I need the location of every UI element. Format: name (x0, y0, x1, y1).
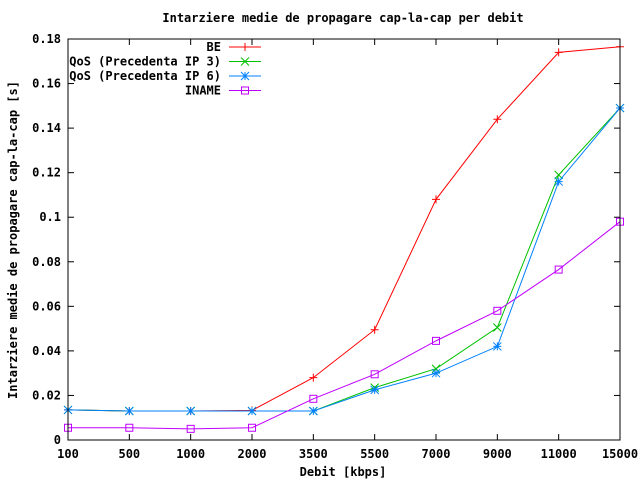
chart-title: Intarziere medie de propagare cap-la-cap… (162, 11, 523, 25)
legend-label: QoS (Precedenta IP 3) (69, 55, 221, 69)
data-point-cross-marker (240, 57, 250, 66)
axis-ticks: 0 0.02 0.04 0.06 0.08 0.1 0.12 0.14 0.16 0.18 100 5… (32, 32, 638, 461)
y-tick-label: 0.06 (32, 299, 61, 313)
legend-label: QoS (Precedenta IP 6) (69, 69, 221, 83)
y-tick-label: 0.02 (32, 388, 61, 402)
data-point-square-marker (493, 306, 502, 315)
data-point-square-marker (241, 86, 249, 95)
x-tick-label: 7000 (422, 447, 451, 461)
y-tick-label: 0.16 (32, 77, 61, 91)
y-tick-label: 0 (54, 433, 61, 447)
data-point-square-marker (370, 370, 379, 379)
data-point-cross-marker (492, 323, 502, 332)
data-point-plus-marker (432, 195, 440, 204)
data-point-square-marker (248, 423, 256, 432)
y-tick-label: 0.08 (32, 255, 61, 269)
series-line (67, 107, 621, 412)
plot-frame (67, 38, 621, 441)
x-tick-label: 3500 (299, 447, 328, 461)
series-line (68, 221, 621, 430)
data-point-star-marker (124, 406, 134, 416)
data-point-square-marker (125, 423, 134, 432)
data-point-star-marker (431, 368, 441, 378)
data-point-square-marker (186, 424, 195, 433)
data-point-cross-marker (431, 364, 441, 374)
x-tick-label: 15000 (602, 447, 638, 461)
data-point-square-marker (432, 336, 440, 345)
x-tick-label: 100 (57, 447, 79, 461)
data-point-star-marker (370, 385, 380, 395)
y-tick-label: 0.12 (32, 166, 61, 180)
y-tick-label: 0.1 (39, 210, 61, 224)
data-point-square-marker (309, 394, 318, 403)
y-tick-label: 0.18 (32, 32, 61, 46)
data-point-star-marker (240, 71, 250, 81)
x-axis-label: Debit [kbps] (300, 465, 387, 479)
x-tick-label: 9000 (483, 447, 512, 461)
data-point-star-marker (247, 406, 257, 416)
data-point-star-marker (186, 406, 196, 416)
series-iname (64, 217, 624, 433)
data-point-plus-marker (554, 48, 563, 57)
y-tick-label: 0.14 (32, 121, 61, 135)
y-tick-label: 0.04 (32, 344, 61, 358)
data-point-star-marker (308, 406, 318, 416)
x-tick-label: 1000 (176, 447, 205, 461)
data-point-plus-marker (309, 373, 318, 382)
x-tick-label: 5500 (360, 447, 389, 461)
data-point-star-marker (554, 177, 564, 186)
data-point-plus-marker (370, 325, 379, 334)
data-point-plus-marker (493, 115, 502, 124)
legend-label: INAME (185, 84, 221, 98)
x-tick-label: 2000 (238, 447, 267, 461)
data-point-plus-marker (241, 43, 249, 51)
x-tick-label: 11000 (541, 447, 577, 461)
data-point-star-marker (492, 342, 502, 351)
data-point-square-marker (554, 265, 563, 274)
data-point-cross-marker (554, 170, 564, 180)
legend-label: BE (207, 40, 221, 54)
x-tick-label: 500 (118, 447, 140, 461)
y-axis-label: Intarziere medie de propagare cap-la-cap… (6, 81, 20, 399)
